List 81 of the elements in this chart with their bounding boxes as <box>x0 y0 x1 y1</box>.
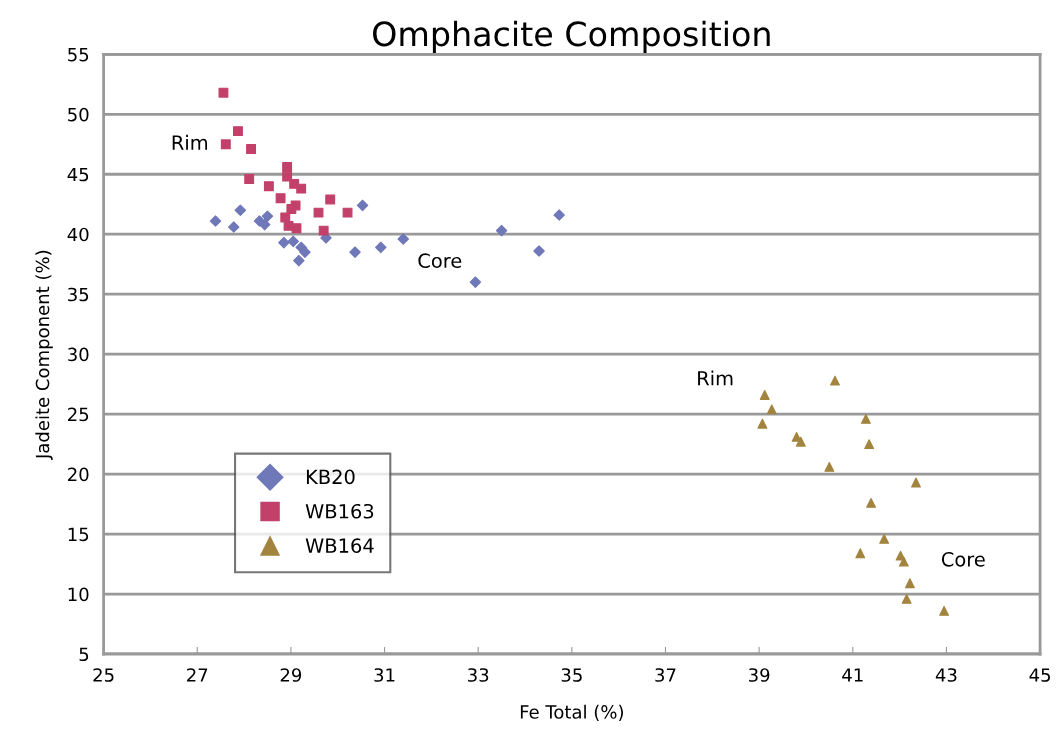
x-tick-label: 41 <box>842 668 863 682</box>
point <box>325 194 336 205</box>
chart-title: Omphacite Composition <box>373 20 770 53</box>
point <box>795 436 806 447</box>
y-tick-label: 20 <box>68 467 89 482</box>
point <box>860 413 871 424</box>
point <box>282 162 293 173</box>
legend-label: WB163 <box>305 503 374 519</box>
y-tick-label: 50 <box>68 107 89 122</box>
point <box>313 207 324 218</box>
point <box>349 246 361 258</box>
y-tick-label: 30 <box>68 347 89 362</box>
point <box>246 144 257 155</box>
annotation: Core <box>418 253 462 269</box>
point <box>342 207 353 218</box>
point <box>228 221 240 233</box>
annotation: Rim <box>172 134 208 150</box>
point <box>233 126 243 137</box>
y-tick-label: 5 <box>79 647 89 662</box>
point <box>261 210 274 222</box>
point <box>291 223 302 234</box>
point <box>296 183 307 194</box>
x-tick-label: 27 <box>187 668 208 682</box>
point <box>824 461 835 472</box>
point <box>299 246 311 258</box>
x-tick-label: 33 <box>468 668 489 682</box>
y-tick-label: 10 <box>68 587 89 602</box>
point <box>879 533 890 544</box>
point <box>286 204 297 214</box>
point <box>904 578 915 589</box>
point <box>220 139 231 150</box>
point <box>244 174 255 184</box>
x-axis-title: Fe Total (%) <box>520 704 623 721</box>
point <box>830 375 840 386</box>
x-tick-label: 37 <box>655 668 676 682</box>
y-tick-label: 15 <box>68 527 89 542</box>
point <box>218 87 229 98</box>
y-tick-label: 45 <box>67 167 89 182</box>
x-tick-label: 25 <box>93 668 114 682</box>
point <box>766 404 777 415</box>
y-tick-label: 40 <box>67 227 89 242</box>
point <box>939 605 950 616</box>
point <box>293 254 305 267</box>
point <box>282 171 293 182</box>
x-tick-label: 35 <box>561 668 582 682</box>
point <box>469 276 482 288</box>
point <box>864 439 875 450</box>
point <box>866 497 876 508</box>
point <box>375 241 387 254</box>
point <box>533 245 545 257</box>
x-tick-label: 31 <box>374 668 395 682</box>
annotation: Core <box>941 551 985 567</box>
point <box>757 418 768 429</box>
point <box>495 224 508 237</box>
legend-label: KB20 <box>306 469 355 485</box>
point <box>275 193 286 204</box>
point <box>759 389 770 400</box>
point <box>263 181 274 192</box>
point <box>278 236 290 249</box>
x-tick-label: 45 <box>1029 668 1050 682</box>
point <box>209 215 222 227</box>
point <box>911 477 921 488</box>
legend-label: WB164 <box>305 538 374 553</box>
point <box>898 556 909 567</box>
y-tick-label: 25 <box>68 407 89 422</box>
y-tick-label: 35 <box>68 287 89 302</box>
point <box>318 225 329 236</box>
point <box>356 199 369 212</box>
x-tick-label: 43 <box>935 668 957 682</box>
x-tick-label: 39 <box>749 668 770 682</box>
point <box>855 548 866 559</box>
annotation: Rim <box>698 370 733 386</box>
y-axis-title: Jadeite Component (%) <box>35 250 53 460</box>
y-tick-label: 55 <box>68 48 89 62</box>
point <box>553 209 565 221</box>
point <box>280 212 291 223</box>
point <box>901 593 912 604</box>
point <box>287 235 299 248</box>
point <box>397 233 410 245</box>
point <box>234 204 247 216</box>
x-tick-label: 29 <box>280 668 302 682</box>
